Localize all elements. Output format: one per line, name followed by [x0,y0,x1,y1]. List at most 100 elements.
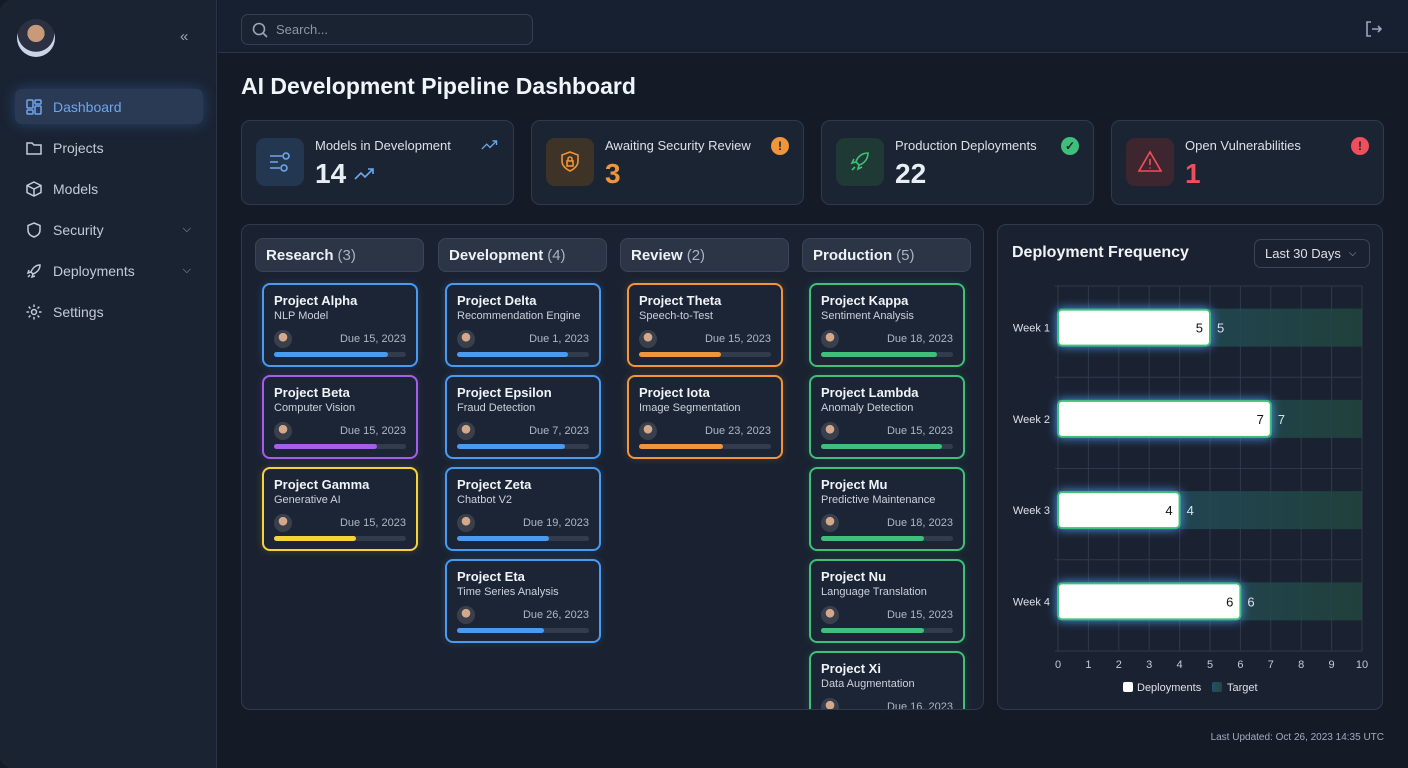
x-tick-label: 5 [1207,659,1213,671]
user-avatar[interactable] [17,19,55,57]
deployment-bar[interactable] [1057,399,1272,438]
cube-icon [26,180,42,197]
chevron-down-icon: ⌵ [1348,248,1357,259]
project-card[interactable]: Project Gamma Generative AI Due 15, 2023 [262,467,418,551]
column-header[interactable]: Production (5) [802,238,971,272]
project-subtitle: Fraud Detection [457,402,536,414]
progress-fill [821,444,943,449]
assignee-avatar [457,514,475,532]
column-name: Development [449,246,544,264]
column-header[interactable]: Review (2) [620,238,789,272]
range-dropdown[interactable]: Last 30 Days ⌵ [1254,239,1370,268]
alert-badge-icon: ! [771,137,789,155]
project-subtitle: NLP Model [274,310,329,322]
logout-icon[interactable] [1364,20,1382,38]
column-name: Production [813,246,893,264]
due-date: Due 15, 2023 [886,609,953,621]
project-subtitle: Image Segmentation [639,402,741,414]
project-card[interactable]: Project Theta Speech-to-Test Due 15, 2023 [627,283,783,367]
due-date: Due 23, 2023 [704,425,771,437]
column-count: (3) [337,246,356,264]
bar-value-label: 6 [1226,594,1233,609]
kpi-card[interactable]: Production Deployments 22 ✓ [821,120,1094,205]
project-subtitle: Anomaly Detection [821,402,914,414]
assignee-avatar [821,330,839,348]
kpi-value: 3 [605,158,621,189]
progress-fill [821,536,924,541]
deployment-bar[interactable] [1057,582,1242,621]
project-subtitle: Computer Vision [274,402,356,414]
sidebar-item-projects[interactable]: Projects [15,130,203,165]
x-tick-label: 0 [1055,659,1061,671]
column-count: (2) [686,246,706,264]
project-subtitle: Generative AI [274,494,341,506]
project-title: Project Epsilon [457,385,552,400]
y-category-label: Week 4 [1013,596,1050,608]
kanban-board: Research (3) Project Alpha NLP Model Due 15,… [241,224,984,710]
sidebar-item-settings[interactable]: Settings [15,294,203,329]
project-title: Project Alpha [274,293,358,308]
project-title: Project Mu [821,477,888,492]
shield-lock-icon [546,138,594,186]
project-subtitle: Data Augmentation [821,678,915,690]
kpi-card[interactable]: Open Vulnerabilities 1! [1111,120,1384,205]
deployment-bar[interactable] [1057,491,1181,530]
due-date: Due 7, 2023 [529,425,589,437]
project-card[interactable]: Project Epsilon Fraud Detection Due 7, 202… [445,375,601,459]
progress-bar [821,352,953,357]
grid-icon [26,98,42,115]
project-title: Project Kappa [821,293,909,308]
chevron-down-icon[interactable]: ⌵ [182,223,191,235]
card-list: Project Delta Recommendation Engine Due 1,… [445,283,601,643]
x-tick-label: 1 [1085,659,1091,671]
progress-bar [639,444,771,449]
assignee-avatar [274,330,292,348]
search-icon [252,22,268,38]
sidebar-item-models[interactable]: Models [15,171,203,206]
card-list: Project Kappa Sentiment Analysis Due 18, 2… [809,283,965,709]
sidebar-item-label: Security [53,221,104,238]
deployment-bar[interactable] [1057,308,1211,347]
column-count: (4) [547,246,566,264]
sidebar-item-security[interactable]: Security ⌵ [15,212,203,247]
project-card[interactable]: Project Delta Recommendation Engine Due 1,… [445,283,601,367]
legend-label: Target [1227,682,1258,694]
x-tick-label: 4 [1177,659,1183,671]
x-tick-label: 7 [1268,659,1274,671]
kpi-card[interactable]: Awaiting Security Review 3! [531,120,804,205]
project-card[interactable]: Project Zeta Chatbot V2 Due 19, 2023 [445,467,601,551]
y-category-label: Week 1 [1013,323,1050,335]
project-card[interactable]: Project Alpha NLP Model Due 15, 2023 [262,283,418,367]
topbar: Search... [218,0,1408,53]
chevron-down-icon[interactable]: ⌵ [182,264,191,276]
bar-value-label: 7 [1257,412,1264,427]
legend-label: Deployments [1137,682,1202,694]
gear-icon [26,304,42,319]
folder-icon [26,141,42,155]
sidebar-item-label: Deployments [53,262,135,279]
column-header[interactable]: Development (4) [438,238,607,272]
project-card[interactable]: Project Lambda Anomaly Detection Due 15, 2… [809,375,965,459]
sidebar-item-label: Dashboard [53,98,122,115]
due-date: Due 18, 2023 [886,517,953,529]
column-review: Review (2) Project Theta Speech-to-Test Due … [620,238,789,467]
column-name: Review [631,246,683,264]
collapse-sidebar-icon[interactable]: « [180,28,189,45]
project-card[interactable]: Project Nu Language Translation Due 15, 20… [809,559,965,643]
column-header[interactable]: Research (3) [255,238,424,272]
project-card[interactable]: Project Xi Data Augmentation Due 16, 2023 [809,651,965,709]
project-card[interactable]: Project Eta Time Series Analysis Due 26, 2… [445,559,601,643]
trend-up-icon [481,140,498,150]
sidebar-item-dashboard[interactable]: Dashboard [15,89,203,124]
project-title: Project Zeta [457,477,532,492]
sidebar-item-deployments[interactable]: Deployments ⌵ [15,253,203,288]
search-input[interactable]: Search... [241,14,533,45]
project-card[interactable]: Project Mu Predictive Maintenance Due 18, … [809,467,965,551]
project-title: Project Nu [821,569,887,584]
kpi-card[interactable]: Models in Development 14 [241,120,514,205]
shield-icon [27,221,41,238]
project-card[interactable]: Project Iota Image Segmentation Due 23, 20… [627,375,783,459]
progress-fill [457,352,568,357]
project-card[interactable]: Project Kappa Sentiment Analysis Due 18, 2… [809,283,965,367]
project-card[interactable]: Project Beta Computer Vision Due 15, 2023 [262,375,418,459]
